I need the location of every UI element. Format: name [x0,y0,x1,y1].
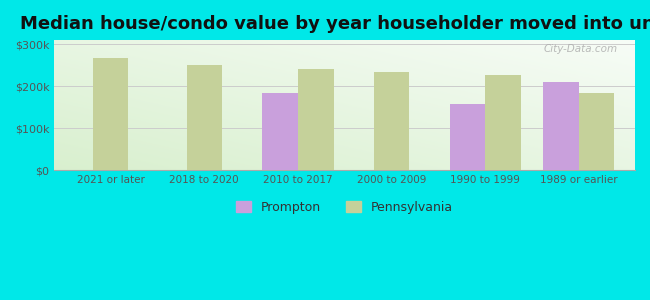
Bar [543,82,578,170]
Bar [578,93,614,170]
Bar [450,104,485,170]
Bar [187,65,222,170]
Bar [578,93,614,170]
Bar [374,72,410,170]
Bar [93,58,129,170]
Bar [374,72,410,170]
Bar [485,75,521,170]
Bar [263,93,298,170]
Bar [298,69,333,170]
Legend: Prompton, Pennsylvania: Prompton, Pennsylvania [231,196,458,219]
Title: Median house/condo value by year householder moved into unit: Median house/condo value by year househo… [20,15,650,33]
Bar [450,104,485,170]
Bar [187,65,222,170]
Bar [298,69,333,170]
Bar [93,58,129,170]
Bar [485,75,521,170]
Bar [263,93,298,170]
Text: City-Data.com: City-Data.com [543,44,618,54]
Bar [543,82,578,170]
